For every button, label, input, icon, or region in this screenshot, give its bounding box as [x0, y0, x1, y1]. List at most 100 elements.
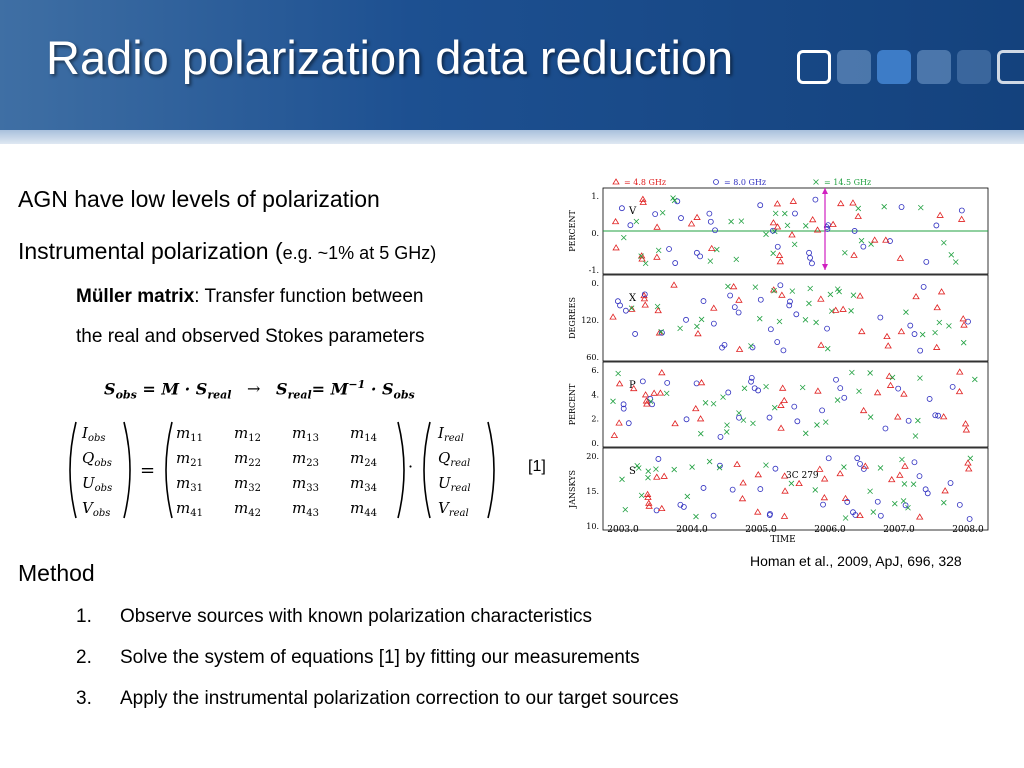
- triangle-marker: [932, 343, 941, 350]
- cross-marker: [741, 385, 748, 392]
- triangle-marker: [644, 493, 652, 500]
- panel-frame: [602, 447, 989, 531]
- cross-marker: [834, 397, 841, 403]
- circle-marker: [772, 465, 779, 472]
- panel-ylabel: PERCENT: [568, 210, 577, 252]
- triangle-marker: [936, 211, 944, 218]
- circle-marker: [757, 202, 764, 209]
- triangle-marker: [643, 490, 652, 497]
- eq-equals-m: = M · S: [142, 379, 208, 399]
- x-tick-label: 2008.0: [952, 525, 984, 535]
- circle-marker: [917, 347, 924, 354]
- x-tick-label: 2006.0: [814, 525, 846, 535]
- triangle-marker: [814, 387, 822, 394]
- cross-marker: [842, 249, 848, 256]
- circle-marker: [786, 302, 793, 309]
- cross-marker: [867, 370, 873, 376]
- triangle-marker: [694, 330, 702, 337]
- cross-marker: [802, 223, 809, 229]
- triangle-marker: [937, 288, 946, 295]
- circle-marker: [792, 210, 798, 217]
- mueller-entry: m11: [176, 424, 203, 444]
- triangle-marker: [836, 470, 844, 477]
- matrix-dot: ·: [408, 457, 413, 476]
- panel-ylabel: PERCENT: [568, 383, 577, 425]
- triangle-marker: [858, 327, 866, 335]
- method-step: 3. Apply the instrumental polarization co…: [76, 688, 679, 710]
- triangle-marker: [861, 462, 870, 469]
- circle-marker: [887, 238, 893, 244]
- real-right-paren: [487, 421, 495, 519]
- x-tick-label: 2007.0: [883, 525, 915, 535]
- triangle-marker: [773, 200, 782, 207]
- triangle-marker: [660, 472, 668, 479]
- circle-marker: [860, 243, 867, 250]
- mueller-entry: m34: [350, 474, 377, 494]
- circle-marker: [719, 344, 725, 351]
- circle-marker: [652, 211, 659, 218]
- triangle-marker: [707, 244, 716, 251]
- circle-marker: [748, 374, 755, 381]
- square-outline-icon: [997, 50, 1024, 84]
- circle-marker: [751, 385, 758, 392]
- obs-vector-entry: Qobs: [82, 449, 112, 469]
- circle-marker: [920, 284, 927, 290]
- triangle-marker: [641, 301, 649, 308]
- cross-marker: [807, 285, 814, 292]
- cross-marker: [936, 319, 943, 326]
- triangle-marker: [776, 258, 785, 265]
- triangle-marker: [671, 419, 679, 427]
- circle-marker: [923, 259, 930, 265]
- circle-marker: [794, 418, 801, 425]
- title-bar-stripe: [0, 130, 1024, 144]
- square-icon: [837, 50, 871, 84]
- cross-marker: [706, 458, 713, 465]
- circle-marker: [807, 254, 813, 261]
- cross-marker: [756, 315, 763, 322]
- triangle-marker: [778, 384, 787, 391]
- triangle-marker: [729, 283, 738, 290]
- triangle-marker: [643, 400, 651, 407]
- panel-ylabel: JANSKYS: [568, 470, 577, 509]
- cross-marker: [655, 247, 662, 254]
- panel-tick-label: 60.: [586, 353, 599, 362]
- cross-marker: [948, 252, 955, 258]
- cross-marker: [663, 390, 670, 397]
- circle-marker: [666, 246, 672, 252]
- circle-marker: [770, 227, 776, 234]
- x-tick-label: 2003.0: [607, 525, 639, 535]
- triangle-marker: [882, 236, 890, 243]
- cross-marker: [858, 237, 865, 244]
- triangle-marker: [735, 345, 744, 352]
- cross-marker: [723, 429, 730, 435]
- circle-marker: [672, 260, 679, 266]
- mueller-entry: m43: [292, 499, 319, 519]
- triangle-marker: [856, 511, 864, 519]
- triangle-marker: [820, 494, 829, 501]
- cross-marker: [698, 316, 705, 323]
- triangle-marker: [884, 342, 892, 349]
- cross-marker: [642, 260, 649, 267]
- cross-marker: [967, 455, 974, 462]
- panel-frame: [602, 274, 989, 362]
- panel-frame: [602, 361, 989, 448]
- circle-marker: [791, 403, 798, 410]
- triangle-marker: [886, 381, 895, 388]
- triangle-marker: [959, 315, 967, 322]
- circle-marker: [857, 461, 863, 467]
- obs-vector-entry: Iobs: [81, 424, 106, 444]
- panel-ylabel: DEGREES: [568, 297, 577, 339]
- triangle-marker: [654, 306, 662, 314]
- legend-entry: = 8.0 GHz: [724, 178, 766, 187]
- triangle-marker: [941, 487, 949, 494]
- circle-marker: [693, 249, 700, 256]
- cross-marker: [941, 239, 947, 246]
- circle-marker: [639, 378, 646, 385]
- cross-marker: [763, 231, 769, 238]
- method-heading: Method: [18, 560, 95, 586]
- circle-marker: [620, 405, 627, 412]
- cross-marker: [822, 419, 829, 425]
- source-label: 3C 279: [786, 471, 819, 481]
- circle-marker: [877, 314, 884, 321]
- cross-marker: [752, 284, 759, 290]
